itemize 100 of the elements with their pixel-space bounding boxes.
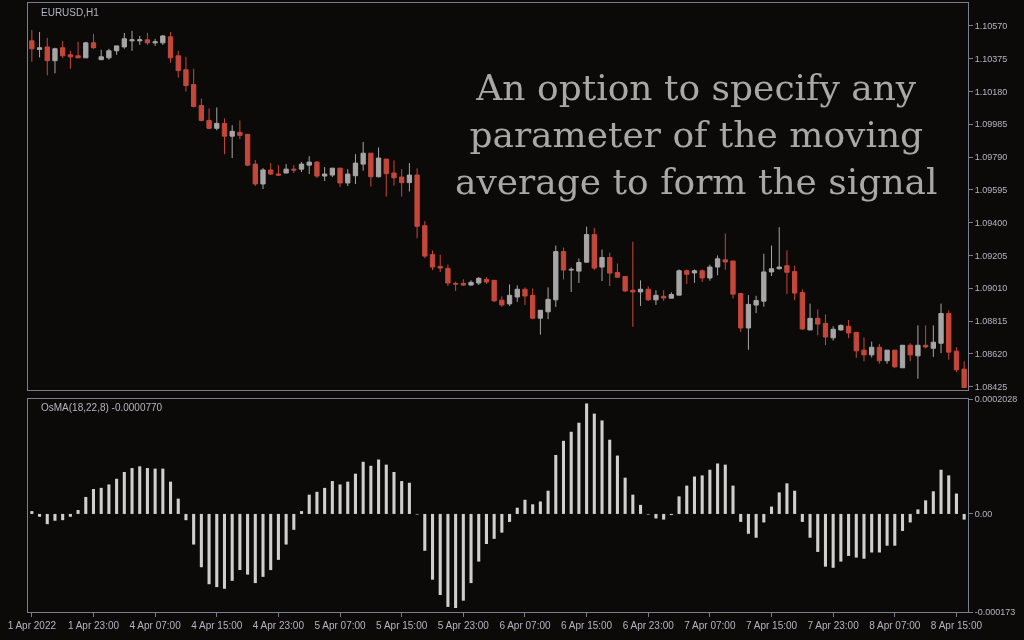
bar: [407, 482, 411, 514]
y-tick-label: 1.09010: [974, 283, 1008, 294]
y-tick-label: 1.10570: [974, 21, 1008, 32]
bar: [500, 513, 504, 533]
candlestick: [275, 164, 282, 177]
bar: [307, 494, 311, 514]
y-tick-label: 1.10180: [974, 86, 1008, 97]
candlestick: [198, 98, 205, 122]
candlestick: [607, 252, 613, 287]
bar: [84, 496, 88, 514]
candlestick: [167, 31, 174, 64]
candlestick: [345, 168, 351, 187]
candlestick: [530, 287, 536, 320]
bar: [769, 506, 774, 514]
candlestick: [622, 275, 628, 293]
bar: [430, 513, 435, 580]
bar: [61, 513, 65, 521]
candlestick: [791, 265, 798, 301]
candlestick: [406, 162, 413, 193]
bar: [546, 490, 550, 514]
candlestick: [206, 107, 212, 130]
candlestick: [799, 288, 805, 331]
candlestick: [175, 50, 181, 79]
x-tick-label: 7 Apr 23:00: [807, 620, 860, 631]
x-tick-label: 4 Apr 23:00: [252, 620, 305, 631]
bar: [569, 431, 573, 514]
bar: [623, 477, 627, 514]
bar: [600, 420, 604, 514]
candlestick: [776, 226, 782, 270]
candlestick: [922, 324, 929, 349]
candlestick: [591, 227, 597, 271]
candlestick: [961, 360, 967, 388]
bar: [169, 481, 173, 514]
candlestick: [391, 159, 397, 187]
candlestick: [553, 245, 559, 308]
bar: [561, 440, 566, 514]
bar: [554, 455, 558, 514]
x-tick-label: 6 Apr 15:00: [561, 620, 613, 631]
candlestick: [892, 349, 898, 369]
candlestick: [237, 119, 243, 140]
bar: [523, 499, 527, 514]
bar: [338, 484, 342, 514]
candlestick: [191, 68, 197, 108]
bar: [246, 513, 250, 575]
candlestick: [599, 249, 605, 282]
candlestick: [499, 295, 505, 308]
bar: [199, 513, 203, 568]
bar: [716, 463, 720, 514]
candlestick: [90, 33, 97, 50]
candlestick: [383, 158, 389, 198]
candlestick: [252, 159, 258, 187]
candlestick: [637, 279, 644, 307]
candlestick: [106, 48, 112, 61]
bar: [831, 513, 835, 568]
y-tick-label: -0.000173: [974, 607, 1016, 618]
candlestick: [730, 260, 736, 300]
candlestick: [930, 324, 936, 358]
bar: [184, 513, 188, 521]
bar: [53, 513, 57, 521]
candlestick: [853, 331, 859, 359]
candlestick: [113, 45, 120, 56]
candlestick: [830, 325, 836, 342]
bar: [76, 509, 80, 514]
bar: [577, 422, 581, 514]
x-tick-label: 8 Apr 07:00: [869, 620, 921, 631]
candlestick: [260, 167, 266, 190]
x-tick-label: 4 Apr 15:00: [191, 620, 243, 631]
bar: [469, 513, 473, 584]
chart-title: OsMA(18,22,8) -0.0000770: [41, 402, 163, 413]
bar: [361, 461, 365, 514]
candlestick: [876, 343, 883, 365]
bar: [916, 509, 920, 514]
bar: [384, 464, 388, 514]
candlestick: [460, 278, 466, 287]
y-tick-label: 1.09985: [974, 119, 1008, 130]
x-tick-label: 7 Apr 15:00: [745, 620, 798, 631]
bar: [153, 468, 157, 514]
bar: [315, 491, 319, 514]
y-tick-label: 0.00: [974, 509, 993, 520]
candlestick: [645, 285, 651, 302]
candlestick: [468, 279, 474, 287]
candlestick: [907, 342, 913, 362]
bar: [885, 513, 889, 546]
bar: [330, 481, 334, 514]
candlestick: [476, 276, 482, 286]
candlestick: [52, 47, 58, 74]
bar: [592, 413, 596, 514]
candlestick: [36, 31, 43, 58]
bar: [215, 513, 219, 588]
bar: [353, 473, 357, 514]
x-tick-label: 5 Apr 07:00: [314, 620, 367, 631]
candlestick: [422, 220, 428, 259]
candlestick: [691, 268, 698, 284]
bar: [900, 513, 905, 531]
bar: [68, 513, 72, 517]
candlestick: [314, 160, 320, 179]
candlestick: [214, 106, 220, 131]
bar: [253, 513, 257, 584]
candlestick: [869, 341, 875, 359]
candlestick: [699, 268, 705, 283]
